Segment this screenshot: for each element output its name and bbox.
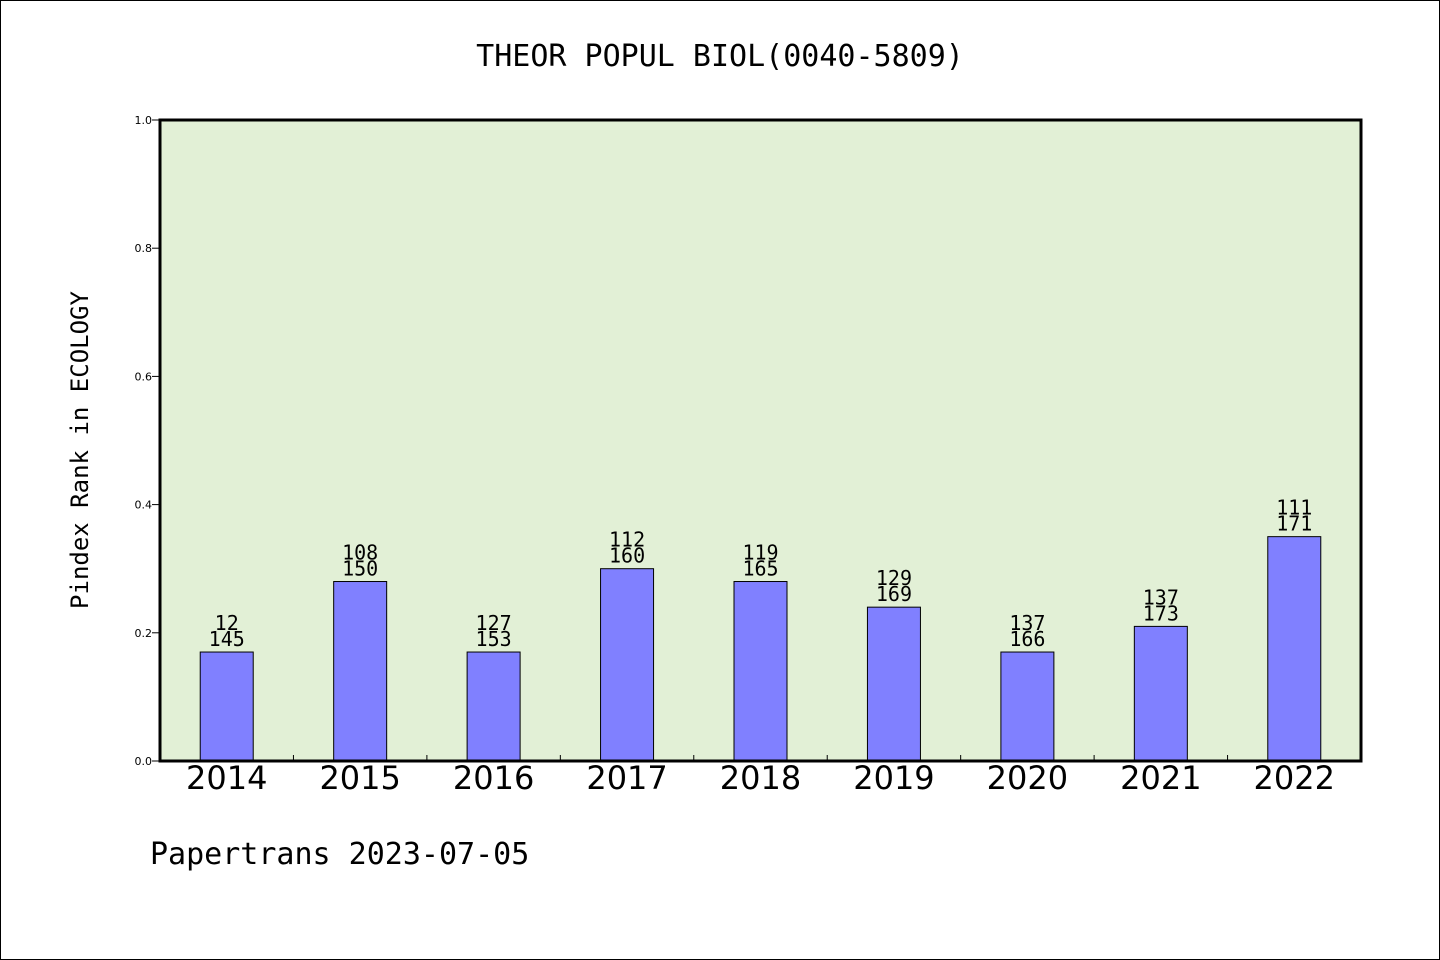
bar-series — [199, 536, 1322, 762]
bar-total-label: 153 — [476, 627, 512, 651]
bar-total-label: 169 — [876, 582, 912, 606]
bar-rank-label: 112 — [609, 528, 645, 552]
bar-rank-label: 137 — [1009, 611, 1045, 635]
x-tick-label: 2020 — [987, 759, 1068, 797]
y-axis: 0.0 0.2 0.4 0.6 0.8 1.0 — [135, 114, 160, 768]
bar-rank-label: 12 — [215, 611, 239, 635]
y-tick-label: 1.0 — [135, 114, 153, 127]
bar-total-label: 150 — [342, 557, 378, 581]
bar-2018 — [733, 581, 788, 762]
y-axis-label: Pindex Rank in ECOLOGY — [66, 291, 94, 609]
bar-total-label: 160 — [609, 544, 645, 568]
y-tick-label: 0.4 — [135, 499, 153, 512]
bar-total-label: 173 — [1143, 601, 1179, 625]
x-tick-label: 2022 — [1254, 759, 1335, 797]
bar-rank-label: 108 — [342, 541, 378, 565]
bar-2019 — [866, 606, 921, 762]
x-tick-label: 2018 — [720, 759, 801, 797]
x-tick-label: 2021 — [1120, 759, 1201, 797]
bar-2021 — [1133, 625, 1188, 762]
bar-2017 — [600, 568, 655, 762]
plot-border — [158, 118, 1363, 763]
y-tick-label: 0.8 — [135, 242, 153, 255]
bar-total-label: 171 — [1276, 512, 1312, 536]
y-tick-label: 0.6 — [135, 370, 153, 383]
bar-2014 — [199, 651, 254, 762]
x-tick-label: 2015 — [319, 759, 400, 797]
y-tick-label: 0.2 — [135, 627, 153, 640]
bar-rank-label: 111 — [1276, 496, 1312, 520]
y-tick-label: 0.0 — [135, 755, 153, 768]
bar-total-label: 145 — [209, 627, 245, 651]
bar-total-label: 166 — [1009, 627, 1045, 651]
bar-rank-label: 137 — [1143, 585, 1179, 609]
x-axis: 2014 2015 2016 2017 2018 2019 2020 2021 2022 — [186, 755, 1335, 797]
bar-2016 — [466, 651, 521, 762]
bar-rank-label: 119 — [742, 541, 778, 565]
x-tick-label: 2017 — [586, 759, 667, 797]
x-tick-label: 2019 — [853, 759, 934, 797]
bar-total-label: 165 — [742, 557, 778, 581]
footer-text: Papertrans 2023-07-05 — [150, 837, 529, 872]
bar-rank-label: 129 — [876, 566, 912, 590]
bar-2020 — [1000, 651, 1055, 762]
chart-title: THEOR POPUL BIOL(0040-5809) — [476, 39, 964, 74]
x-tick-label: 2016 — [453, 759, 534, 797]
bar-2022 — [1267, 536, 1322, 762]
bar-rank-label: 127 — [476, 611, 512, 635]
bar-2015 — [333, 581, 388, 762]
x-tick-label: 2014 — [186, 759, 267, 797]
